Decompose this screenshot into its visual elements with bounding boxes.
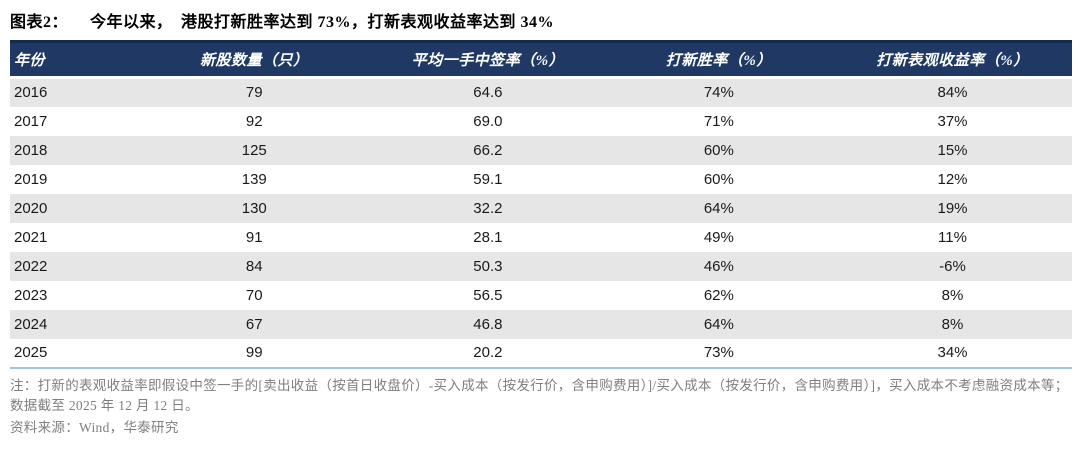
allotment-cell: 56.5: [473, 286, 503, 304]
return-cell: 12%: [937, 170, 968, 188]
allotment-cell: 64.6: [473, 84, 503, 102]
winrate-cell: 62%: [703, 286, 734, 304]
col-header-year: 年份: [10, 40, 138, 79]
winrate-cell: 73%: [604, 338, 834, 369]
winrate-cell: 49%: [703, 228, 734, 246]
allotment-cell: 66.2: [473, 141, 503, 159]
table-row: 2023 70 56.5 62% 8%: [10, 281, 1072, 310]
allotment-cell: 20.2: [371, 338, 605, 369]
table-row: 2025 99 20.2 73% 34%: [10, 338, 1072, 369]
count-cell: 91: [245, 228, 263, 246]
year-cell: 2018: [14, 141, 48, 159]
col-header-apparent-return: 打新表观收益率（%）: [833, 40, 1072, 79]
count-cell: 70: [245, 286, 263, 304]
col-header-new-stock-count: 新股数量（只）: [137, 40, 372, 79]
footnote: 注：打新的表观收益率即假设中签一手的[卖出收益（按首日收盘价）-买入成本（按发行…: [10, 377, 1069, 414]
allotment-cell: 69.0: [473, 112, 503, 130]
allotment-cell: 28.1: [473, 228, 503, 246]
count-cell: 79: [245, 84, 263, 102]
table-row: 2022 84 50.3 46% -6%: [10, 251, 1072, 281]
winrate-cell: 71%: [703, 112, 734, 130]
table-row: 2016 79 64.6 74% 84%: [10, 77, 1072, 107]
ipo-stats-table: 年份 新股数量（只） 平均一手中签率（%） 打新胜率（%） 打新表观收益率（%）…: [10, 40, 1072, 369]
table-row: 2017 92 69.0 71% 37%: [10, 107, 1072, 136]
return-cell: 84%: [937, 84, 968, 102]
count-cell: 139: [241, 170, 267, 188]
figure-title: 图表2： 今年以来， 港股打新胜率达到 73%，打新表观收益率达到 34%: [10, 6, 1072, 40]
count-cell: 130: [241, 199, 267, 217]
count-cell: 92: [245, 112, 263, 130]
winrate-cell: 74%: [703, 84, 734, 102]
return-cell: 8%: [941, 286, 964, 304]
col-header-allotment-rate: 平均一手中签率（%）: [371, 40, 605, 79]
winrate-cell: 60%: [703, 141, 734, 159]
return-cell: 19%: [937, 199, 968, 217]
winrate-cell: 64%: [703, 315, 734, 333]
year-cell: 2022: [14, 257, 48, 275]
return-cell: 37%: [937, 112, 968, 130]
return-cell: 15%: [937, 141, 968, 159]
year-cell: 2019: [14, 170, 48, 188]
return-cell: 34%: [833, 338, 1072, 369]
table-row: 2024 67 46.8 64% 8%: [10, 309, 1072, 339]
figure-number-label: 图表2：: [10, 14, 69, 31]
data-source: 资料来源：Wind，华泰研究: [10, 420, 179, 436]
allotment-cell: 32.2: [473, 199, 503, 217]
table-header: 年份 新股数量（只） 平均一手中签率（%） 打新胜率（%） 打新表观收益率（%）: [10, 40, 1072, 79]
table-body: 2016 79 64.6 74% 84% 2017 92 69.0 71% 37…: [10, 77, 1072, 369]
return-cell: 8%: [941, 315, 964, 333]
table-row: 2020 130 32.2 64% 19%: [10, 193, 1072, 223]
year-cell: 2016: [14, 84, 48, 102]
year-cell: 2025: [10, 338, 138, 369]
year-cell: 2020: [14, 199, 48, 217]
count-cell: 67: [245, 315, 263, 333]
header-row: 年份 新股数量（只） 平均一手中签率（%） 打新胜率（%） 打新表观收益率（%）: [10, 40, 1072, 79]
allotment-cell: 46.8: [473, 315, 503, 333]
year-cell: 2024: [14, 315, 48, 333]
winrate-cell: 46%: [703, 257, 734, 275]
allotment-cell: 50.3: [473, 257, 503, 275]
winrate-cell: 64%: [703, 199, 734, 217]
return-cell: -6%: [939, 257, 966, 275]
count-cell: 125: [241, 141, 267, 159]
table-row: 2018 125 66.2 60% 15%: [10, 135, 1072, 165]
table-row: 2019 139 59.1 60% 12%: [10, 165, 1072, 194]
year-cell: 2017: [14, 112, 48, 130]
count-cell: 99: [137, 338, 372, 369]
year-cell: 2023: [14, 286, 48, 304]
year-cell: 2021: [14, 228, 48, 246]
table-row: 2021 91 28.1 49% 11%: [10, 223, 1072, 252]
count-cell: 84: [245, 257, 263, 275]
col-header-win-rate: 打新胜率（%）: [604, 40, 834, 79]
report-figure-page: 图表2： 今年以来， 港股打新胜率达到 73%，打新表观收益率达到 34% 年份 …: [10, 6, 1072, 436]
return-cell: 11%: [938, 228, 967, 246]
allotment-cell: 59.1: [473, 170, 503, 188]
figure-title-text: 今年以来， 港股打新胜率达到 73%，打新表观收益率达到 34%: [90, 14, 555, 31]
winrate-cell: 60%: [703, 170, 734, 188]
